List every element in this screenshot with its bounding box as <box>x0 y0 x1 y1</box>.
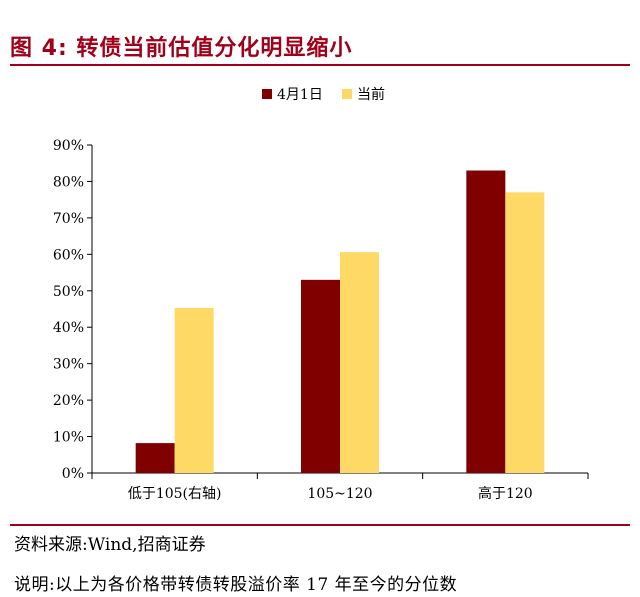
note-text: 说明:以上为各价格带转债转股溢价率 17 年至今的分位数 <box>14 575 458 595</box>
legend: 4月1日 当前 <box>262 86 385 103</box>
y-tick-label: 20% <box>53 393 84 409</box>
legend-swatch <box>262 89 272 99</box>
bar-series2 <box>174 307 214 473</box>
y-tick-label: 50% <box>53 284 84 300</box>
bars <box>135 170 545 473</box>
bar-series1 <box>135 443 175 473</box>
bar-chart: 4月1日 当前 0% 10% 20% 30% 40% 50% 60% 70% 80% 90% 低于10… <box>53 86 589 502</box>
y-tick-label: 0% <box>62 466 84 482</box>
x-tick-label: 105~120 <box>307 486 372 502</box>
figure-title: 图 4: 转债当前估值分化明显缩小 <box>10 36 353 61</box>
bar-series1 <box>466 170 506 473</box>
y-tick-label: 30% <box>53 357 84 373</box>
y-tick-label: 70% <box>53 211 84 227</box>
y-tick-label: 80% <box>53 174 84 190</box>
bar-series2 <box>340 252 379 473</box>
y-tick-label: 90% <box>53 138 84 154</box>
legend-swatch <box>342 89 352 99</box>
x-tick-label: 低于105(右轴) <box>128 486 222 502</box>
y-tick-label: 40% <box>53 320 84 336</box>
bar-series2 <box>505 192 545 473</box>
legend-label: 当前 <box>357 86 385 103</box>
legend-label: 4月1日 <box>277 87 323 103</box>
title-rule <box>10 64 630 66</box>
bar-series1 <box>301 279 340 473</box>
source-text: 资料来源:Wind,招商证券 <box>14 535 206 555</box>
y-tick-label: 10% <box>53 430 84 446</box>
x-tick-label: 高于120 <box>478 485 533 502</box>
y-tick-label: 60% <box>53 247 84 263</box>
source-rule <box>10 524 630 526</box>
